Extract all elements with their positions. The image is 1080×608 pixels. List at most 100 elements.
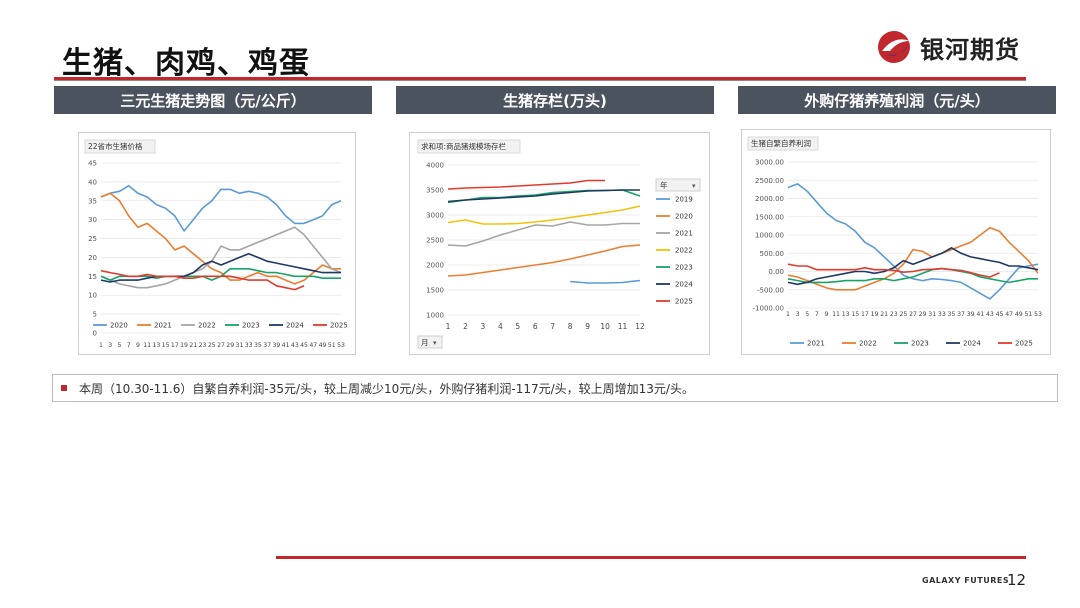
galaxy-logo-icon [878, 31, 910, 63]
y-tick-label: 35 [88, 197, 97, 205]
chart2-panel: 求和项:商品猪规模场存栏 1000 1500 2000 2500 3000 3500 4000… [409, 132, 710, 355]
legend-label-2024: 2024 [963, 340, 981, 348]
chart1-panel: 22省市生猪价格 0 5 10 15 20 25 30 35 40 45 1 3 5 7 9 11 13 15 17 1… [78, 132, 356, 355]
x-tick-label: 27 [909, 311, 917, 318]
legend-dropdown-icon: ▾ [692, 182, 696, 190]
x-tick-label: 23 [199, 342, 207, 349]
chart-title-box [747, 136, 819, 151]
x-tick-label: 9 [136, 342, 140, 349]
x-tick-label: 43 [986, 311, 994, 318]
x-tick-label: 7 [815, 311, 819, 318]
series-line-2021 [100, 192, 341, 285]
x-tick-label: 10 [600, 322, 610, 331]
x-tick-label: 39 [272, 342, 280, 349]
summary-text: 本周（10.30-11.6）自繁自养利润-35元/头，较上周减少10元/头，外购… [79, 381, 694, 396]
x-tick-label: 23 [890, 311, 898, 318]
legend-label-2019: 2019 [675, 196, 693, 204]
x-tick-label: 53 [337, 342, 345, 349]
chart1-header: 三元生猪走势图（元/公斤） [54, 86, 372, 114]
legend-label-2023: 2023 [911, 340, 929, 348]
x-tick-label: 29 [919, 311, 927, 318]
series-line-2022 [787, 226, 1039, 291]
y-tick-label: 500.00 [760, 250, 785, 258]
filter-button-box [417, 335, 443, 349]
legend-label-2025: 2025 [330, 322, 348, 330]
x-tick-label: 31 [236, 342, 244, 349]
x-tick-label: 9 [824, 311, 828, 318]
x-tick-label: 15 [851, 311, 859, 318]
y-tick-label: 3000.00 [755, 159, 784, 167]
legend-label-2021: 2021 [807, 340, 825, 348]
y-tick-label: 0.00 [768, 268, 784, 276]
y-tick-label: -500.00 [757, 286, 784, 294]
x-tick-label: 49 [319, 342, 327, 349]
brand-logo: 银河期货 [876, 29, 1036, 65]
x-tick-label: 33 [938, 311, 946, 318]
y-tick-label: 1000 [426, 312, 444, 320]
summary-note: 本周（10.30-11.6）自繁自养利润-35元/头，较上周减少10元/头，外购… [52, 374, 1058, 402]
y-tick-label: 2000.00 [755, 195, 784, 203]
x-tick-label: 11 [832, 311, 840, 318]
legend-label-2021: 2021 [154, 322, 172, 330]
series-line-2021 [447, 221, 640, 247]
filter-dropdown-icon: ▾ [433, 339, 437, 347]
legend-label-2020: 2020 [675, 213, 693, 221]
x-tick-label: 3 [481, 322, 486, 331]
series-line-2025 [787, 263, 1000, 278]
x-tick-label: 13 [152, 342, 160, 349]
bottom-rule [276, 556, 1026, 559]
x-tick-label: 51 [1024, 311, 1032, 318]
x-tick-label: 19 [871, 311, 879, 318]
x-tick-label: 1 [99, 342, 103, 349]
x-tick-label: 37 [263, 342, 271, 349]
series-line-2023 [787, 267, 1038, 284]
page-title: 生猪、肉鸡、鸡蛋 [62, 46, 310, 81]
chart-title: 生猪自繁自养利润 [751, 138, 811, 148]
legend-label-2020: 2020 [110, 322, 128, 330]
x-tick-label: 53 [1034, 311, 1042, 318]
y-tick-label: 3500 [426, 187, 444, 195]
x-tick-label: 35 [254, 342, 262, 349]
x-tick-label: 41 [282, 342, 290, 349]
x-tick-label: 21 [880, 311, 888, 318]
series-line-2024 [447, 189, 640, 203]
chart-title: 求和项:商品猪规模场存栏 [421, 141, 507, 151]
y-tick-label: 45 [88, 160, 97, 168]
legend-label-2023: 2023 [675, 264, 693, 272]
series-line-2024 [100, 252, 341, 283]
x-tick-label: 35 [948, 311, 956, 318]
x-tick-label: 2 [463, 322, 468, 331]
hog-inventory-chart: 求和项:商品猪规模场存栏 1000 1500 2000 2500 3000 3500 4000… [417, 139, 701, 349]
chart-title: 22省市生猪价格 [88, 141, 143, 151]
x-tick-label: 5 [515, 322, 520, 331]
legend-label-2022: 2022 [675, 247, 693, 255]
y-tick-label: 2000 [426, 262, 444, 270]
x-tick-label: 17 [171, 342, 179, 349]
legend-label-2024: 2024 [675, 281, 693, 289]
chart3-panel: 生猪自繁自养利润 -1000.00 -500.00 0.00 500.00 1000.00… [741, 129, 1051, 355]
legend-title-box [655, 178, 701, 192]
x-tick-label: 15 [162, 342, 170, 349]
x-tick-label: 7 [127, 342, 131, 349]
y-tick-label: 1500.00 [755, 213, 784, 221]
series-line-2022 [447, 205, 641, 225]
series-line-2022 [100, 226, 342, 289]
x-tick-label: 29 [226, 342, 234, 349]
x-tick-label: 5 [117, 342, 121, 349]
y-tick-label: 1500 [426, 287, 444, 295]
x-tick-label: 31 [928, 311, 936, 318]
top-rule-thin [54, 80, 1026, 81]
series-line-2025 [447, 179, 606, 190]
y-tick-label: 30 [88, 216, 97, 224]
y-tick-label: -1000.00 [753, 305, 784, 313]
x-tick-label: 47 [309, 342, 317, 349]
x-tick-label: 7 [550, 322, 555, 331]
x-tick-label: 27 [217, 342, 225, 349]
legend-label-2021: 2021 [675, 230, 693, 238]
x-tick-label: 45 [300, 342, 308, 349]
x-tick-label: 21 [189, 342, 197, 349]
series-line-2025 [100, 269, 305, 291]
top-rule [54, 77, 1026, 80]
y-tick-label: 40 [88, 178, 97, 186]
